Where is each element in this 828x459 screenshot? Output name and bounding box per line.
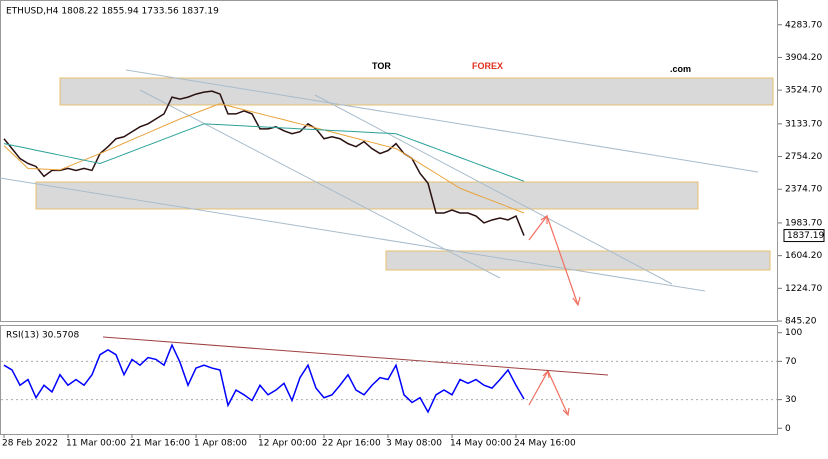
x-tick-label: 24 May 16:00 xyxy=(514,439,576,449)
trend-line xyxy=(314,94,673,285)
x-tick-label: 3 May 08:00 xyxy=(386,439,442,449)
price-label-box xyxy=(783,229,825,243)
series-line xyxy=(3,123,525,182)
arrow-head xyxy=(540,214,548,224)
y-tick-label: 845.20 xyxy=(785,317,817,327)
rsi-trend-line xyxy=(102,336,609,376)
arrow-head xyxy=(562,407,570,417)
trend-line xyxy=(125,69,759,173)
trend-line xyxy=(0,177,706,292)
y-tick-label: 3524.70 xyxy=(785,86,822,96)
series-line xyxy=(3,343,525,414)
rsi-panel xyxy=(0,325,778,435)
x-tick-label: 12 Apr 00:00 xyxy=(258,439,317,449)
logo-com: .com xyxy=(670,64,691,74)
arrow-head xyxy=(542,369,550,379)
forecast-arrows xyxy=(528,214,581,417)
logo-tor: TOR xyxy=(372,61,391,71)
y-tick-label: 30 xyxy=(785,395,797,405)
y-tick-label: 2374.70 xyxy=(785,185,822,195)
x-tick-label: 1 Apr 08:00 xyxy=(194,439,247,449)
series-line xyxy=(3,90,525,236)
x-tick-label: 28 Feb 2022 xyxy=(2,439,58,449)
price-panel xyxy=(0,0,778,322)
y-tick-label: 0 xyxy=(785,424,791,434)
y-tick-label: 2754.20 xyxy=(785,152,822,162)
support-zone xyxy=(385,250,771,271)
x-tick-label: 14 May 00:00 xyxy=(450,439,512,449)
y-tick-label: 4283.70 xyxy=(785,20,822,30)
x-tick-label: 22 Apr 16:00 xyxy=(322,439,381,449)
series-line xyxy=(3,103,525,214)
y-tick-label: 1604.20 xyxy=(785,251,822,261)
price-label: 1837.19 xyxy=(787,231,824,241)
trend-line xyxy=(139,89,501,279)
x-tick-label: 21 Mar 16:00 xyxy=(130,439,190,449)
rsi-title: RSI(13) 30.5708 xyxy=(6,331,79,341)
arrow-head xyxy=(572,296,581,307)
y-tick-label: 70 xyxy=(785,357,797,367)
logo-forex: FOREX xyxy=(472,61,503,71)
resistance-zone xyxy=(59,77,774,106)
chart-title: ETHUSD,H4 1808.22 1855.94 1733.56 1837.1… xyxy=(6,7,219,17)
y-tick-label: 100 xyxy=(785,328,802,338)
trend-lines xyxy=(0,69,759,292)
y-tick-label: 3904.20 xyxy=(785,53,822,63)
y-tick-label: 3133.70 xyxy=(785,119,822,129)
y-tick-label: 1983.70 xyxy=(785,218,822,228)
y-tick-label: 1224.70 xyxy=(785,284,822,294)
support-zone xyxy=(35,181,699,210)
x-tick-label: 11 Mar 00:00 xyxy=(66,439,126,449)
